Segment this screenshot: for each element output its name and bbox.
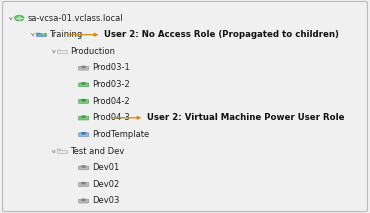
Text: v: v xyxy=(52,49,56,54)
Text: User 2: Virtual Machine Power User Role: User 2: Virtual Machine Power User Role xyxy=(147,113,344,122)
Circle shape xyxy=(15,16,24,21)
FancyBboxPatch shape xyxy=(78,166,89,170)
Text: Prod04-2: Prod04-2 xyxy=(92,97,130,106)
FancyBboxPatch shape xyxy=(3,1,367,212)
Text: v: v xyxy=(52,148,56,154)
FancyBboxPatch shape xyxy=(78,66,89,70)
Text: ProdTemplate: ProdTemplate xyxy=(92,130,149,139)
Text: Prod03-2: Prod03-2 xyxy=(92,80,130,89)
Circle shape xyxy=(17,17,22,20)
FancyBboxPatch shape xyxy=(81,166,86,168)
Text: Dev03: Dev03 xyxy=(92,196,119,205)
Text: ↑: ↑ xyxy=(41,32,45,37)
FancyBboxPatch shape xyxy=(81,133,86,135)
Text: User 2: No Access Role (Propagated to children): User 2: No Access Role (Propagated to ch… xyxy=(104,30,339,39)
FancyBboxPatch shape xyxy=(81,67,86,68)
Text: Production: Production xyxy=(70,47,115,56)
FancyBboxPatch shape xyxy=(81,100,86,101)
FancyBboxPatch shape xyxy=(57,50,67,53)
FancyBboxPatch shape xyxy=(81,117,86,118)
Text: Training: Training xyxy=(49,30,82,39)
FancyBboxPatch shape xyxy=(81,183,86,184)
FancyBboxPatch shape xyxy=(57,49,61,50)
FancyBboxPatch shape xyxy=(81,200,86,201)
Text: Prod04-3: Prod04-3 xyxy=(92,113,130,122)
Circle shape xyxy=(42,34,44,36)
FancyBboxPatch shape xyxy=(57,149,61,150)
FancyBboxPatch shape xyxy=(78,199,89,203)
FancyBboxPatch shape xyxy=(78,133,89,137)
FancyBboxPatch shape xyxy=(78,100,89,103)
FancyBboxPatch shape xyxy=(36,33,40,34)
FancyBboxPatch shape xyxy=(81,83,86,85)
FancyBboxPatch shape xyxy=(78,183,89,186)
Text: Prod03-1: Prod03-1 xyxy=(92,63,130,72)
FancyBboxPatch shape xyxy=(78,83,89,87)
Text: Dev01: Dev01 xyxy=(92,163,119,172)
FancyBboxPatch shape xyxy=(36,33,46,36)
FancyBboxPatch shape xyxy=(57,150,67,153)
Text: v: v xyxy=(9,16,13,21)
Text: Dev02: Dev02 xyxy=(92,180,119,189)
Text: sa-vcsa-01.vclass.local: sa-vcsa-01.vclass.local xyxy=(27,14,123,23)
Text: Test and Dev: Test and Dev xyxy=(70,147,125,155)
Text: v: v xyxy=(31,32,34,37)
FancyBboxPatch shape xyxy=(78,116,89,120)
